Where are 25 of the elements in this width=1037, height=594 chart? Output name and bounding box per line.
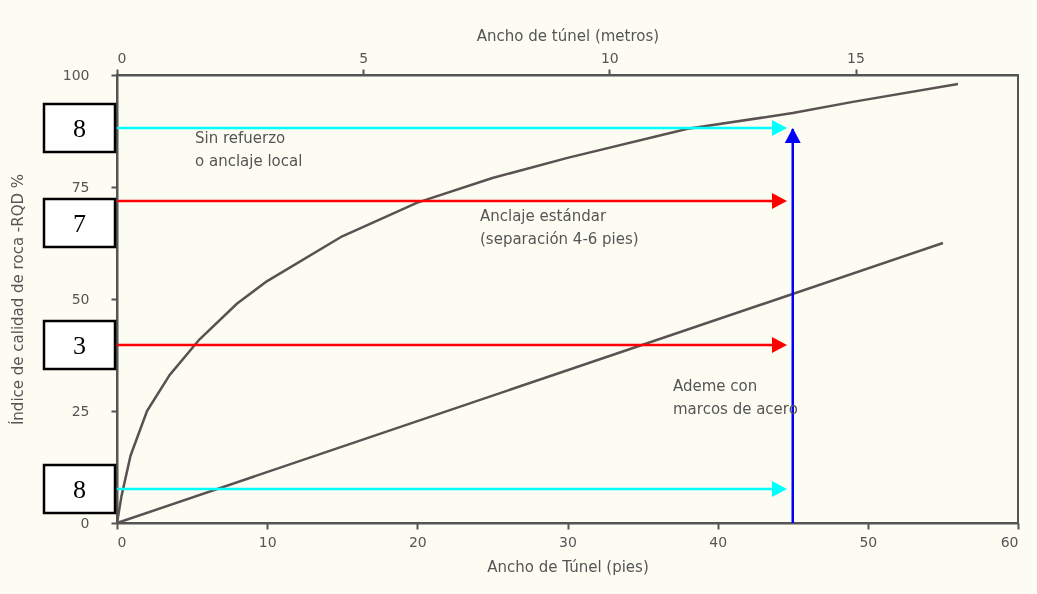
x2-tick-label: 0 <box>117 49 127 66</box>
x-tick-label: 50 <box>859 533 878 550</box>
y-tick-label: 100 <box>62 66 90 83</box>
y-tick-label: 25 <box>71 402 90 419</box>
x-tick-label: 10 <box>258 533 277 550</box>
y-axis-title: Índice de calidad de roca -RQD % <box>7 173 27 426</box>
x-tick-label: 60 <box>1000 533 1019 550</box>
y-tick-label: 50 <box>71 290 90 307</box>
text: 7 <box>73 209 86 238</box>
annotation: Sin refuerzo o anclaje local <box>195 129 303 170</box>
x-axis-title: Ancho de Túnel (pies) <box>487 557 649 576</box>
x2-axis-title: Ancho de túnel (metros) <box>476 26 660 45</box>
text: 8 <box>73 114 86 143</box>
x-tick-label: 20 <box>408 533 427 550</box>
y-tick-label: 75 <box>71 178 90 195</box>
text: 8 <box>73 475 86 504</box>
x2-tick-label: 10 <box>600 49 619 66</box>
x-tick-label: 0 <box>117 533 127 550</box>
x2-tick-label: 5 <box>359 49 369 66</box>
x-tick-label: 30 <box>559 533 577 550</box>
x-tick-label: 40 <box>709 533 728 550</box>
text: 3 <box>73 331 86 360</box>
y-tick-label: 0 <box>80 514 90 531</box>
x2-tick-label: 15 <box>847 49 865 66</box>
annotation: Anclaje estándar (separación 4-6 pies) <box>480 207 639 248</box>
